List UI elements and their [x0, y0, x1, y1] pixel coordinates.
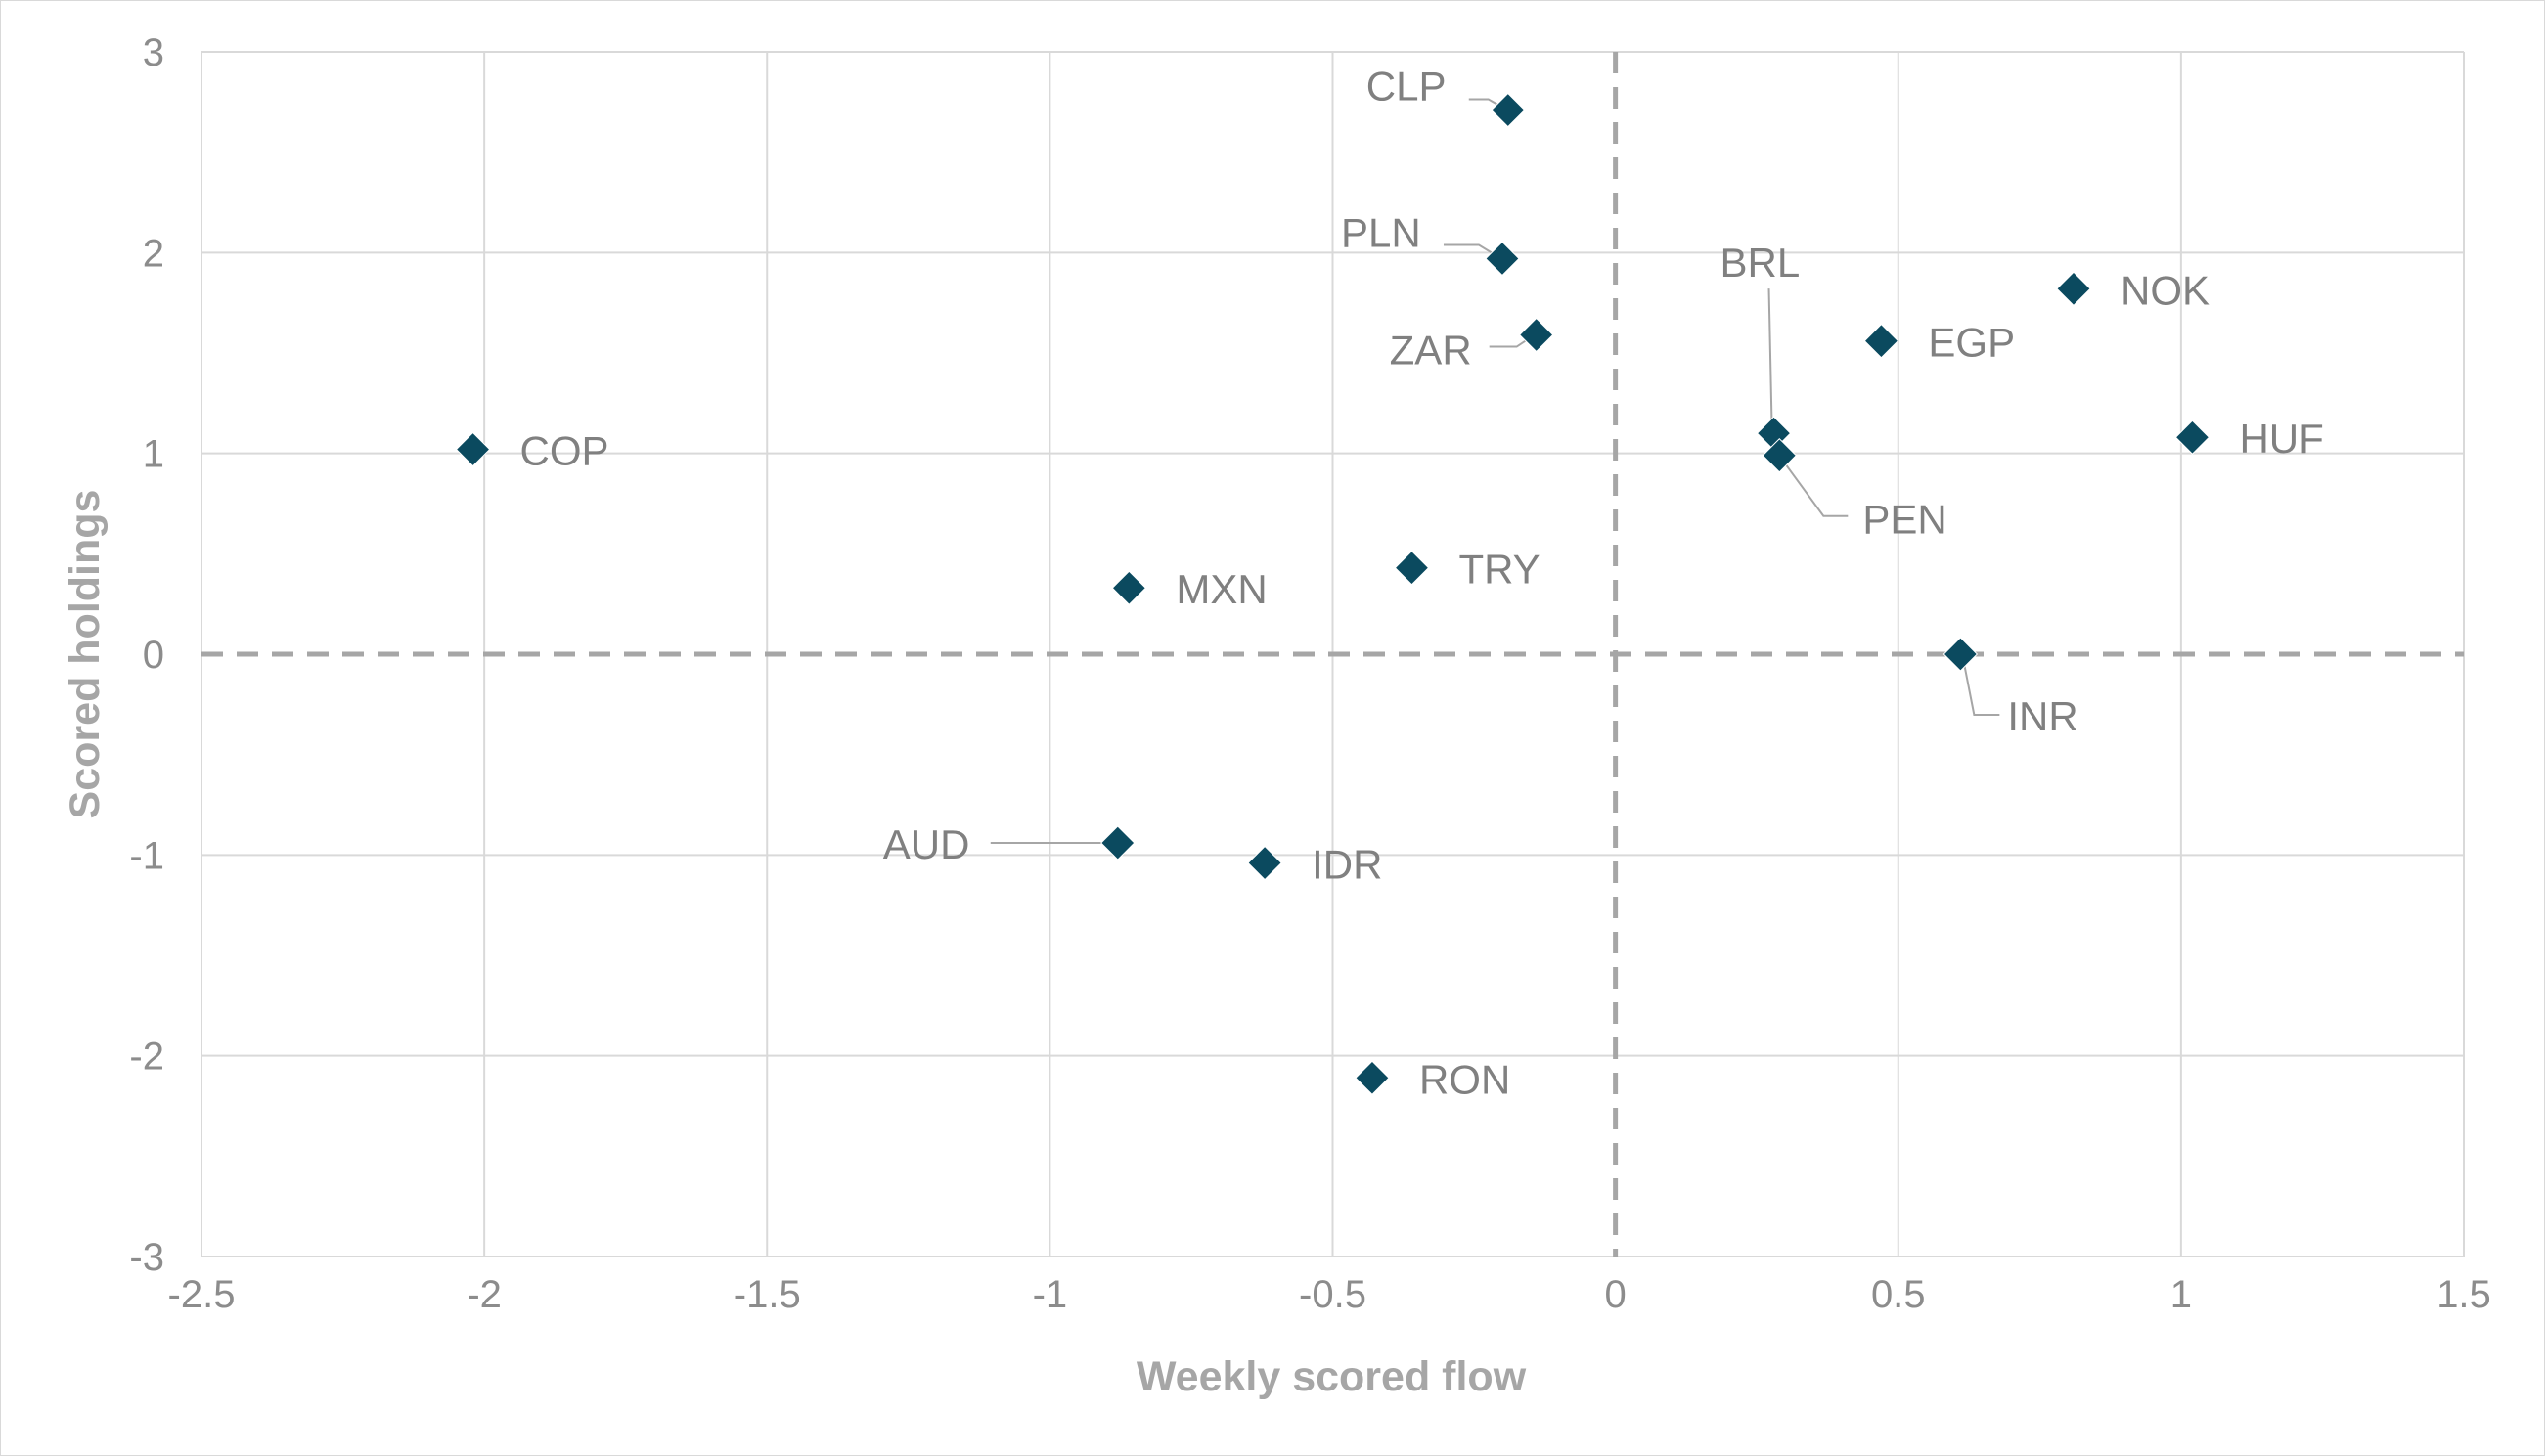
point-label: INR — [2007, 693, 2077, 739]
point-label: TRY — [1458, 547, 1540, 593]
y-tick-label: -1 — [129, 834, 164, 877]
x-tick-label: 0 — [1605, 1273, 1627, 1316]
data-point-marker — [1100, 825, 1136, 860]
point-label: MXN — [1176, 566, 1267, 612]
data-point-marker — [2056, 271, 2091, 307]
leader-line — [1962, 659, 2000, 716]
x-tick-label: 1 — [2170, 1273, 2192, 1316]
zero-lines — [201, 52, 2464, 1257]
data-point-marker — [1762, 438, 1798, 473]
leader-line — [1767, 288, 1773, 426]
y-tick-label: 0 — [143, 634, 164, 677]
data-point-marker — [1111, 570, 1147, 605]
y-tick-label: 2 — [143, 232, 164, 275]
x-tick-label: -1 — [1033, 1273, 1068, 1316]
leader-line — [1782, 461, 1849, 517]
leader-line — [1443, 243, 1497, 257]
x-tick-label: 0.5 — [1871, 1273, 1926, 1316]
data-point-marker — [1518, 317, 1554, 353]
point-labels: CLP PLN ZAR BRL NOK EGP HUF COP PEN TRY MXN INR AUD I… — [520, 64, 2324, 1103]
point-label: BRL — [1720, 240, 1801, 286]
data-points — [455, 92, 2210, 1095]
point-label: RON — [1419, 1056, 1510, 1102]
y-tick-label: -2 — [129, 1036, 164, 1079]
tick-labels: -2.5 -2 -1.5 -1 -0.5 0 0.5 1 1.5 3 2 1 0 -1 -2 -3 — [129, 31, 2490, 1316]
data-point-marker — [1942, 637, 1979, 672]
point-label: PLN — [1341, 209, 1421, 255]
point-label: COP — [520, 428, 609, 474]
leader-lines — [990, 98, 2000, 845]
data-point-marker — [1491, 92, 1526, 128]
data-point-marker — [2174, 419, 2210, 455]
point-label: HUF — [2239, 416, 2323, 462]
point-label: AUD — [883, 821, 970, 867]
point-label: IDR — [1312, 842, 1382, 888]
data-point-marker — [1355, 1060, 1390, 1095]
y-tick-label: 3 — [143, 31, 164, 74]
point-label: CLP — [1366, 64, 1447, 110]
y-tick-label: -3 — [129, 1236, 164, 1279]
x-tick-label: -0.5 — [1299, 1273, 1366, 1316]
x-tick-label: -1.5 — [734, 1273, 801, 1316]
y-tick-label: 1 — [143, 433, 164, 476]
point-label: ZAR — [1390, 328, 1472, 374]
point-label: EGP — [1928, 320, 2015, 366]
data-point-marker — [1863, 323, 1899, 359]
point-label: NOK — [2121, 267, 2210, 313]
y-axis-title: Scored holdings — [62, 490, 109, 819]
point-label: PEN — [1862, 497, 1946, 543]
x-tick-label: 1.5 — [2436, 1273, 2491, 1316]
data-point-marker — [1394, 550, 1430, 586]
x-tick-label: -2 — [467, 1273, 502, 1316]
data-point-marker — [1485, 241, 1520, 277]
data-point-marker — [455, 431, 491, 467]
data-point-marker — [1247, 845, 1282, 881]
x-axis-title: Weekly scored flow — [1137, 1353, 1527, 1400]
x-tick-label: -2.5 — [168, 1273, 236, 1316]
